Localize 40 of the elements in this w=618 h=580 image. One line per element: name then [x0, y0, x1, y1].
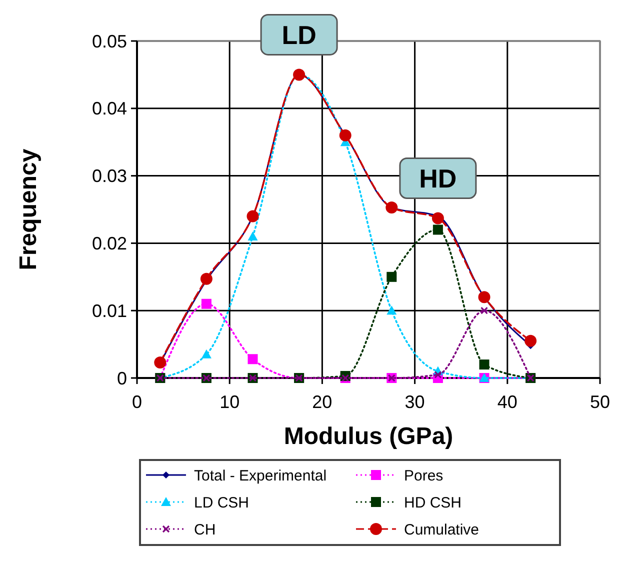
point [154, 356, 166, 368]
point [201, 349, 212, 358]
y-tick-label: 0.04 [92, 98, 127, 119]
x-tick-label: 40 [497, 392, 518, 412]
point [479, 360, 490, 370]
legend-label: HD CSH [404, 494, 462, 512]
point [524, 334, 537, 347]
point [248, 231, 258, 240]
x-tick-label: 20 [312, 392, 332, 412]
point [386, 201, 398, 214]
legend-label: CH [194, 521, 216, 538]
y-axis-title: Frequency [15, 148, 42, 270]
point [201, 298, 212, 309]
x-tick-label: 30 [404, 392, 425, 412]
point [386, 306, 397, 315]
legend-label: Total - Experimental [194, 467, 327, 484]
y-tick-label: 0.05 [92, 31, 127, 52]
legend-label: LD CSH [194, 494, 250, 512]
y-tick-label: 0.01 [92, 300, 127, 321]
point [478, 291, 490, 304]
annotation: HD [419, 163, 457, 194]
legend-label: Cumulative [404, 521, 480, 538]
x-tick-label: 0 [132, 392, 142, 412]
y-tick-label: 0.02 [92, 234, 127, 254]
point [432, 212, 444, 224]
point [434, 370, 442, 378]
x-tick-label: 10 [220, 392, 240, 412]
x-tick-label: 50 [590, 392, 610, 412]
point [200, 272, 212, 285]
y-tick-label: 0.03 [92, 166, 127, 186]
point [246, 210, 259, 222]
legend-label: Pores [404, 467, 444, 484]
point [480, 306, 488, 314]
y-tick-label: 0 [116, 368, 127, 388]
point [386, 272, 397, 282]
point [248, 354, 258, 364]
point [339, 129, 352, 142]
point [432, 224, 443, 235]
annotation: LD [282, 20, 316, 50]
x-axis-title: Modulus (GPa) [284, 423, 454, 450]
